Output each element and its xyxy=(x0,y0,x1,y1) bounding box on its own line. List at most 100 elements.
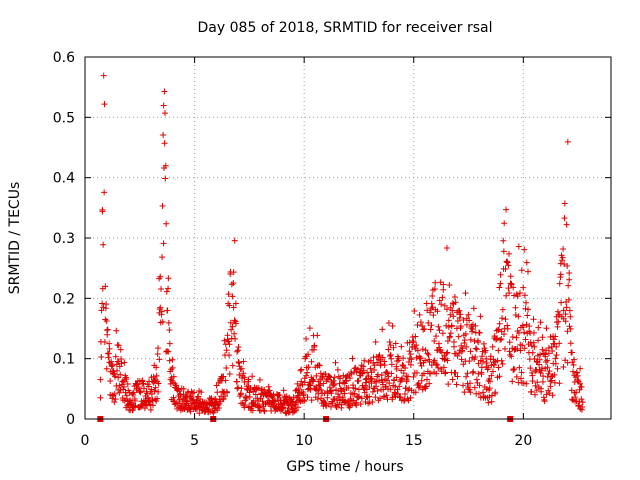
data-point xyxy=(486,385,493,392)
data-point xyxy=(419,346,426,353)
data-point xyxy=(517,347,524,354)
data-point xyxy=(337,375,344,382)
data-point xyxy=(371,366,378,373)
data-point xyxy=(512,311,519,318)
data-point xyxy=(155,345,162,352)
data-point xyxy=(472,354,479,361)
data-point xyxy=(528,369,535,376)
data-point xyxy=(536,356,543,363)
data-point xyxy=(135,384,142,391)
data-point xyxy=(515,330,522,337)
data-point xyxy=(113,361,120,368)
x-axis-label: GPS time / hours xyxy=(286,459,403,475)
data-point xyxy=(280,387,287,394)
data-point xyxy=(434,361,441,368)
data-point xyxy=(515,313,522,320)
data-point xyxy=(152,384,159,391)
data-point xyxy=(318,387,325,394)
data-point xyxy=(229,293,236,300)
data-point xyxy=(541,398,548,405)
data-point xyxy=(491,362,498,369)
data-point xyxy=(564,262,571,269)
data-point xyxy=(157,273,164,280)
data-point xyxy=(488,392,495,399)
data-point xyxy=(554,323,561,330)
data-point xyxy=(462,290,469,297)
data-point xyxy=(561,261,568,268)
data-point xyxy=(306,385,313,392)
data-point xyxy=(469,328,476,335)
data-point xyxy=(132,402,139,409)
data-point xyxy=(414,321,421,328)
data-point xyxy=(448,322,455,329)
data-point xyxy=(305,364,312,371)
data-point xyxy=(147,406,154,413)
data-point xyxy=(169,364,176,371)
data-point xyxy=(151,377,158,384)
data-point xyxy=(438,301,445,308)
data-point xyxy=(552,333,559,340)
data-point xyxy=(232,335,239,342)
data-point xyxy=(467,380,474,387)
data-point xyxy=(184,398,191,405)
data-point xyxy=(102,316,109,323)
data-point xyxy=(411,308,418,315)
data-point xyxy=(372,394,379,401)
data-point xyxy=(223,365,230,372)
data-point xyxy=(557,260,564,267)
data-point xyxy=(438,368,445,375)
data-point xyxy=(506,339,513,346)
data-point xyxy=(288,402,295,409)
data-point xyxy=(475,390,482,397)
data-point xyxy=(514,345,521,352)
data-point xyxy=(159,203,166,210)
data-point xyxy=(393,366,400,373)
data-point xyxy=(444,349,451,356)
data-point xyxy=(256,376,263,383)
data-point xyxy=(421,384,428,391)
data-point xyxy=(438,349,445,356)
data-point xyxy=(103,318,110,325)
y-tick-label: 0.6 xyxy=(53,50,75,66)
data-point xyxy=(149,397,156,404)
data-point xyxy=(387,352,394,359)
data-point xyxy=(546,390,553,397)
plot-frame xyxy=(84,56,612,420)
data-point xyxy=(241,374,248,381)
data-point xyxy=(162,175,169,182)
data-point xyxy=(499,306,506,313)
data-point xyxy=(153,364,160,371)
data-point xyxy=(368,380,375,387)
data-point xyxy=(100,241,107,248)
data-point xyxy=(461,337,468,344)
data-point xyxy=(501,345,508,352)
data-point xyxy=(559,257,566,264)
data-point xyxy=(235,343,242,350)
data-point xyxy=(497,336,504,343)
data-point xyxy=(123,395,130,402)
data-point xyxy=(168,366,175,373)
data-point xyxy=(277,400,284,407)
data-point xyxy=(379,354,386,361)
data-point xyxy=(353,399,360,406)
x-tick-label: 20 xyxy=(514,433,532,449)
data-point xyxy=(500,331,507,338)
data-point xyxy=(498,315,505,322)
data-point xyxy=(316,382,323,389)
data-point xyxy=(521,329,528,336)
data-point xyxy=(394,390,401,397)
data-point xyxy=(158,308,165,315)
data-point xyxy=(387,342,394,349)
data-point xyxy=(498,357,505,364)
data-point xyxy=(230,304,237,311)
data-point xyxy=(522,305,529,312)
data-point xyxy=(249,373,256,380)
data-point xyxy=(528,388,535,395)
data-point xyxy=(386,339,393,346)
data-point xyxy=(165,348,172,355)
data-point xyxy=(158,285,165,292)
data-point xyxy=(99,208,106,215)
data-point xyxy=(317,382,324,389)
data-point xyxy=(389,323,396,330)
data-point xyxy=(234,347,241,354)
